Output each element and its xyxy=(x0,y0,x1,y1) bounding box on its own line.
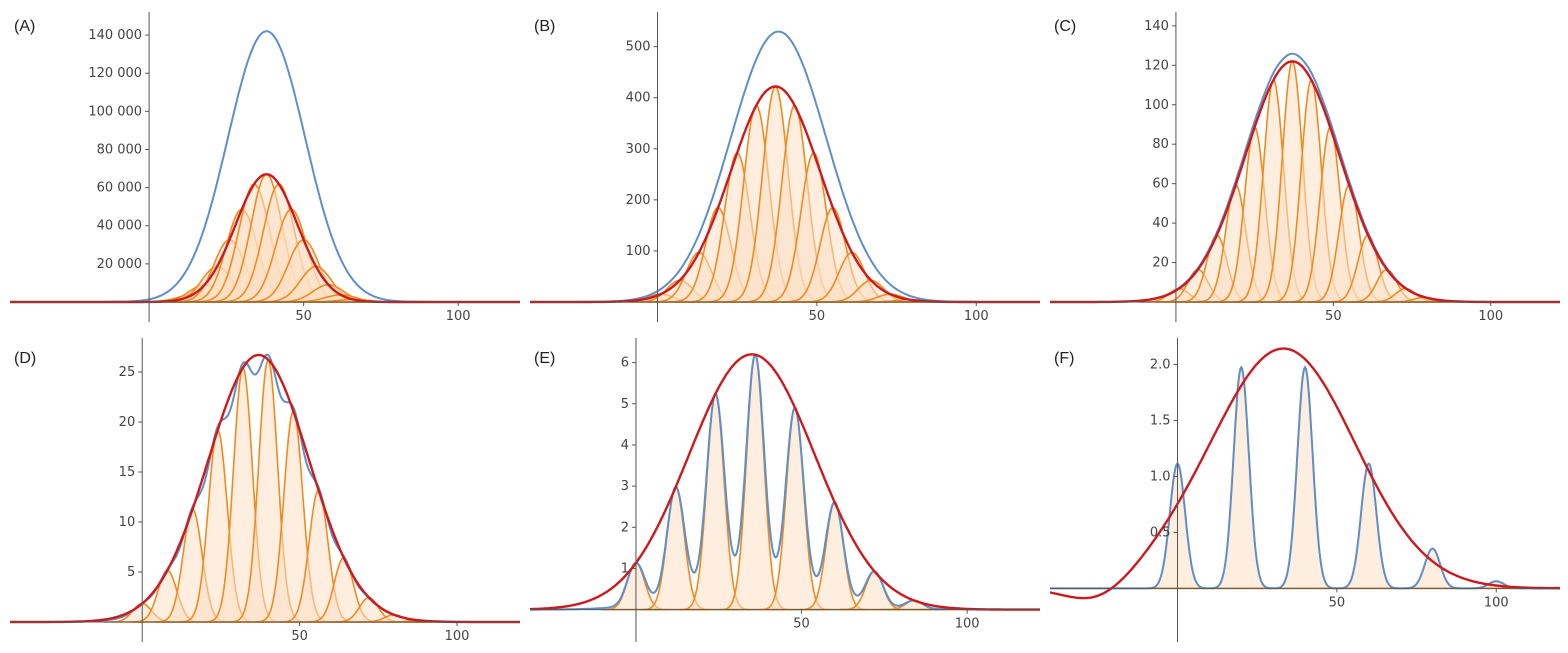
x-tick-label: 50 xyxy=(1329,595,1346,610)
y-tick-label: 140 xyxy=(1144,19,1169,34)
envelope-curve xyxy=(10,353,520,624)
panel-c: (C) 50 100 20 40 60 80 100 120 140 xyxy=(1050,8,1560,328)
x-tick-label: 100 xyxy=(964,309,989,324)
y-tick-label: 4 xyxy=(621,438,629,453)
y-tick-label: 100 xyxy=(626,244,651,259)
chart-a: 50 100 20 000 40 000 60 000 80 000 100 000 120 … xyxy=(10,12,520,324)
y-tick-label: 60 000 xyxy=(97,181,143,196)
y-tick-label: 40 000 xyxy=(97,219,143,234)
y-tick-label: 6 xyxy=(621,356,629,371)
y-tick-label: 10 xyxy=(119,515,136,530)
x-tick-label: 50 xyxy=(1325,309,1342,324)
x-tick-label: 50 xyxy=(291,629,308,644)
y-tick-label: 1.5 xyxy=(1150,413,1171,428)
x-tick-label: 50 xyxy=(793,617,810,632)
y-tick-label: 2.0 xyxy=(1150,357,1171,372)
x-tick-label: 100 xyxy=(1478,309,1503,324)
y-tick-label: 1 xyxy=(621,561,629,576)
panel-label: (D) xyxy=(14,350,37,367)
y-tick-label: 25 xyxy=(119,365,136,380)
y-tick-label: 40 xyxy=(1152,216,1169,231)
y-tick-label: 300 xyxy=(626,142,651,157)
y-tick-label: 200 xyxy=(626,193,651,208)
y-tick-label: 20 xyxy=(1152,256,1169,271)
y-tick-label: 5 xyxy=(127,565,135,580)
y-tick-label: 120 xyxy=(1144,58,1169,73)
gaussian-component xyxy=(1209,365,1273,590)
panel-label: (E) xyxy=(534,350,556,367)
y-tick-label: 500 xyxy=(626,40,651,55)
y-tick-label: 80 000 xyxy=(97,142,143,157)
panel-label: (A) xyxy=(14,18,36,35)
y-tick-label: 15 xyxy=(119,465,136,480)
x-tick-label: 50 xyxy=(295,309,312,324)
y-tick-label: 1.0 xyxy=(1150,469,1171,484)
envelope-curve xyxy=(1050,347,1560,600)
panel-f: (F) 50 100 0.5 1.0 1.5 2.0 xyxy=(1050,330,1560,648)
y-tick-label: 3 xyxy=(621,479,629,494)
gaussian-component xyxy=(1338,462,1400,590)
x-tick-label: 100 xyxy=(446,309,471,324)
panel-b: (B) 50 100 100 200 300 400 500 xyxy=(530,8,1040,328)
x-tick-label: 100 xyxy=(445,629,470,644)
panel-d: (D) 50 100 5 10 15 20 25 xyxy=(10,330,520,648)
panel-label: (F) xyxy=(1054,350,1075,367)
gaussian-component xyxy=(1273,365,1337,590)
y-tick-label: 80 xyxy=(1152,137,1169,152)
y-tick-label: 2 xyxy=(621,520,629,535)
x-tick-label: 100 xyxy=(955,617,980,632)
y-tick-label: 60 xyxy=(1152,177,1169,192)
panel-label: (C) xyxy=(1054,18,1077,35)
envelope-curve xyxy=(530,353,1040,611)
y-tick-label: 400 xyxy=(626,91,651,106)
chart-d: 50 100 5 10 15 20 25 xyxy=(10,338,520,644)
y-tick-label: 100 000 xyxy=(88,104,142,119)
gaussian-component xyxy=(1401,547,1464,590)
panel-a: (A) 50 100 20 000 40 000 60 000 80 000 100 000… xyxy=(10,8,520,328)
panel-label: (B) xyxy=(534,18,556,35)
y-tick-label: 120 000 xyxy=(88,66,142,81)
y-tick-label: 20 000 xyxy=(97,257,143,272)
x-tick-label: 50 xyxy=(809,309,826,324)
y-tick-label: 0.5 xyxy=(1150,525,1171,540)
chart-c: 50 100 20 40 60 80 100 120 140 xyxy=(1050,12,1560,324)
y-tick-label: 140 000 xyxy=(88,28,142,43)
y-tick-label: 5 xyxy=(621,397,629,412)
y-tick-label: 20 xyxy=(119,415,136,430)
x-tick-label: 100 xyxy=(1484,595,1509,610)
panel-e: (E) 50 100 1 2 3 4 5 6 xyxy=(530,330,1040,648)
chart-b: 50 100 100 200 300 400 500 xyxy=(530,12,1040,324)
chart-e: 50 100 1 2 3 4 5 6 xyxy=(530,338,1040,642)
y-tick-label: 100 xyxy=(1144,98,1169,113)
chart-f: 50 100 0.5 1.0 1.5 2.0 xyxy=(1050,338,1560,642)
